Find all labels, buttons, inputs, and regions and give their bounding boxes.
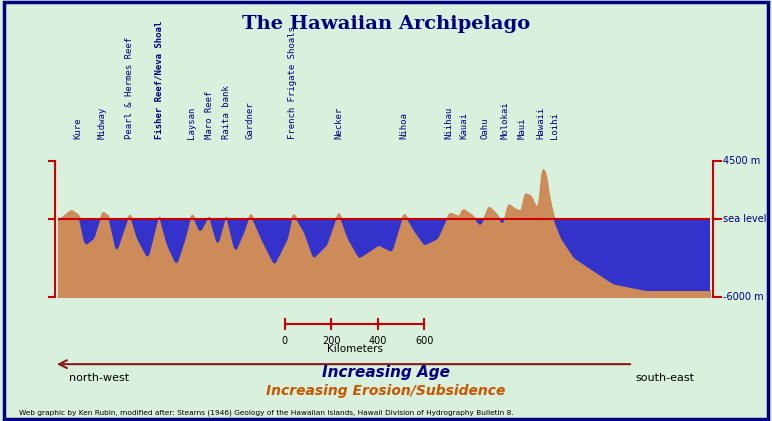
Text: French Frigate Shoals: French Frigate Shoals (288, 26, 297, 139)
Text: 600: 600 (415, 336, 434, 346)
Text: Web graphic by Ken Rubin, modified after: Stearns (1946) Geology of the Hawaiian: Web graphic by Ken Rubin, modified after… (19, 410, 514, 416)
Text: 0: 0 (282, 336, 288, 346)
Text: Niihau: Niihau (445, 107, 454, 139)
Text: Midway: Midway (98, 107, 107, 139)
Text: Kure: Kure (73, 117, 82, 139)
Text: 4500 m: 4500 m (723, 155, 760, 165)
Text: Fisher Reef/Neva Shoal: Fisher Reef/Neva Shoal (154, 21, 164, 139)
Text: 200: 200 (322, 336, 340, 346)
Text: Necker: Necker (334, 107, 343, 139)
Text: Oahu: Oahu (481, 117, 489, 139)
Text: Maui: Maui (518, 117, 527, 139)
Text: Loihi: Loihi (550, 112, 560, 139)
Text: Nihoa: Nihoa (399, 112, 408, 139)
Text: sea level: sea level (723, 214, 766, 224)
Text: 400: 400 (369, 336, 387, 346)
Text: Maro Reef: Maro Reef (205, 91, 214, 139)
Text: south-east: south-east (636, 373, 695, 383)
Text: Gardner: Gardner (245, 101, 255, 139)
Text: Hawaii: Hawaii (536, 107, 545, 139)
Text: Kilometers: Kilometers (327, 344, 383, 354)
Text: Raita bank: Raita bank (222, 85, 231, 139)
Text: Kauai: Kauai (459, 112, 468, 139)
Text: -6000 m: -6000 m (723, 292, 764, 302)
Text: The Hawaiian Archipelago: The Hawaiian Archipelago (242, 15, 530, 33)
Text: Increasing Age: Increasing Age (322, 365, 450, 380)
Text: Increasing Erosion/Subsidence: Increasing Erosion/Subsidence (266, 384, 506, 398)
Text: Pearl & Hermes Reef: Pearl & Hermes Reef (125, 37, 134, 139)
Text: north-west: north-west (69, 373, 130, 383)
Text: Laysan: Laysan (187, 107, 196, 139)
Text: Molokai: Molokai (500, 101, 510, 139)
